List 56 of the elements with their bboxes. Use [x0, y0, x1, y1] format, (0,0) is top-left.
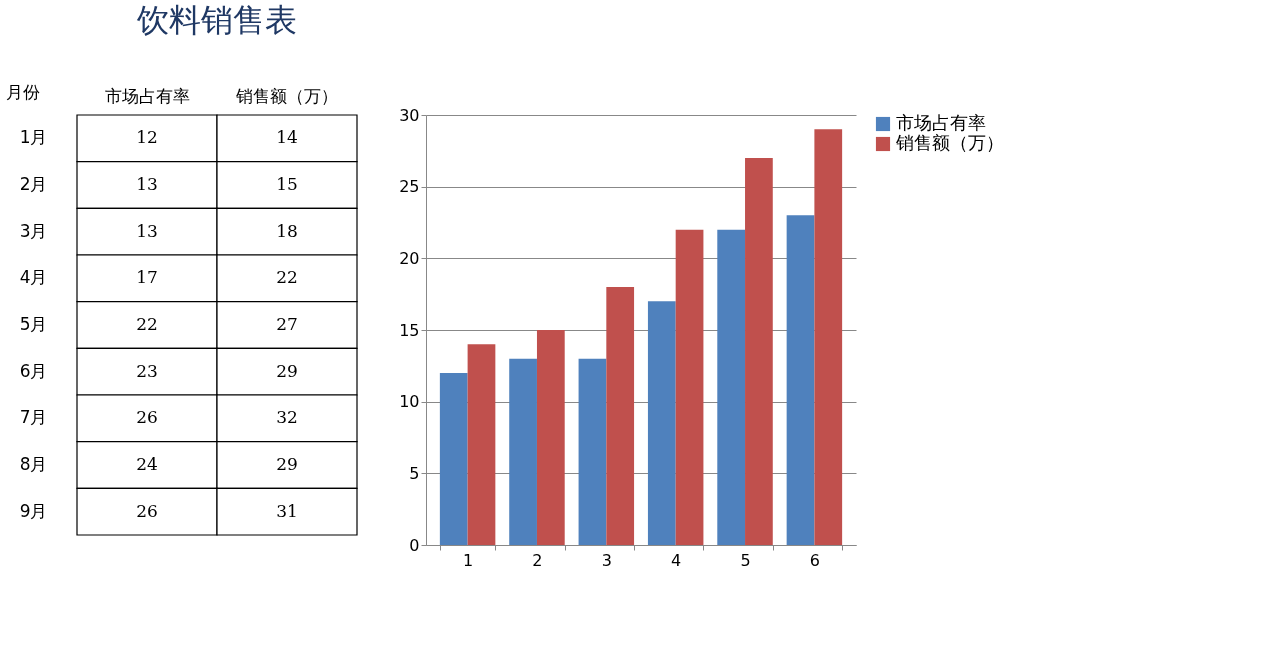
legend-label: 销售额（万） — [895, 132, 1004, 153]
y-axis-title: 月份 — [5, 81, 40, 102]
y-tick-label: 30 — [399, 105, 420, 125]
x-tick-label: 1 — [463, 550, 474, 570]
data-label: 13 — [136, 174, 158, 194]
chart-title: 饮料销售表 — [136, 1, 297, 39]
x-tick-label: 5 — [740, 550, 751, 570]
data-label: 29 — [276, 454, 298, 474]
bar — [786, 215, 815, 545]
data-label: 15 — [276, 174, 298, 194]
data-label: 17 — [136, 267, 158, 288]
bar — [578, 358, 607, 545]
y-tick-label: 1月 — [19, 127, 48, 148]
y-tick-label: 8月 — [19, 454, 48, 474]
data-label: 27 — [276, 314, 298, 334]
y-tick-label: 7月 — [19, 407, 48, 428]
y-tick-label: 2月 — [19, 174, 48, 194]
bar — [647, 301, 676, 545]
bar — [439, 373, 468, 545]
data-label: 18 — [276, 220, 298, 241]
bar — [509, 358, 537, 545]
x-tick-label: 6 — [809, 550, 820, 570]
bar — [814, 129, 843, 545]
data-label: 31 — [276, 500, 298, 521]
bar — [745, 158, 773, 545]
data-label: 12 — [136, 127, 158, 148]
data-label: 13 — [136, 220, 158, 241]
y-tick-label: 9月 — [19, 500, 48, 521]
data-label: 22 — [276, 267, 298, 288]
y-tick-label: 0 — [409, 535, 420, 555]
y-tick-label: 25 — [399, 177, 420, 197]
bar — [675, 229, 704, 545]
data-label: 26 — [136, 500, 158, 521]
data-label: 24 — [136, 454, 158, 474]
bar — [536, 330, 565, 545]
legend-label: 市场占有率 — [896, 112, 986, 133]
y-tick-label: 10 — [399, 392, 420, 412]
y-tick-label: 15 — [399, 320, 420, 340]
y-tick-label: 20 — [399, 248, 420, 268]
x-tick-label: 3 — [601, 550, 612, 570]
data-label: 14 — [276, 127, 298, 148]
bar — [467, 344, 496, 545]
data-label: 22 — [136, 314, 158, 334]
x-tick-label: 4 — [671, 550, 682, 570]
y-tick-label: 5月 — [19, 314, 48, 334]
y-tick-label: 3月 — [19, 220, 48, 241]
bar — [717, 229, 746, 545]
y-tick-label: 6月 — [19, 360, 48, 381]
y-tick-label: 4月 — [19, 267, 48, 288]
data-label: 23 — [136, 360, 158, 381]
data-label: 32 — [276, 407, 298, 428]
data-label: 26 — [136, 407, 158, 428]
x-tick-label: 2 — [532, 550, 543, 570]
bar — [606, 287, 635, 545]
y-tick-label: 5 — [409, 463, 420, 483]
data-label: 29 — [276, 360, 298, 381]
